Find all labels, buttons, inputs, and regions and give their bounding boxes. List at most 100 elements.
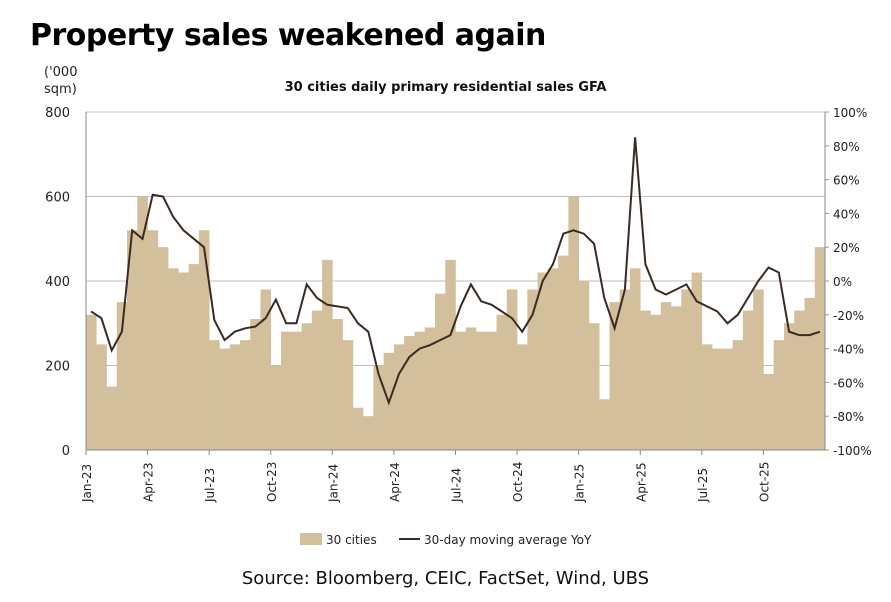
x-tick-label: Jan-24: [326, 464, 340, 503]
bar: [137, 196, 148, 450]
bar: [270, 365, 282, 450]
bar: [681, 289, 692, 450]
x-tick-label: Jul-23: [203, 468, 217, 503]
bar: [332, 319, 343, 450]
y2-tick-label: -80%: [833, 410, 864, 424]
bar: [96, 344, 107, 450]
bar: [640, 310, 651, 450]
x-tick-label: Oct-23: [265, 462, 279, 502]
y-tick-label: 400: [45, 275, 70, 290]
y-axis-unit-line: ('000: [44, 65, 78, 80]
y-tick-label: 200: [45, 360, 70, 375]
bar: [496, 314, 508, 450]
bar: [629, 268, 641, 450]
y-axis-unit-line: sqm): [44, 82, 77, 97]
bar: [814, 247, 826, 450]
bar: [393, 344, 405, 450]
y2-tick-label: 20%: [833, 241, 860, 255]
bar: [609, 302, 621, 450]
y-tick-label: 600: [45, 191, 70, 206]
bar: [291, 331, 302, 450]
source-note: Source: Bloomberg, CEIC, FactSet, Wind, …: [241, 568, 650, 589]
y-axis-unit-label: ('000 sqm): [44, 64, 77, 98]
bar: [783, 323, 795, 450]
y2-tick-label: -40%: [833, 343, 864, 357]
bar: [671, 306, 682, 450]
x-tick-label: Oct-24: [511, 462, 525, 502]
bar: [476, 331, 487, 450]
bar: [578, 281, 590, 450]
x-tick-label: Apr-23: [142, 462, 156, 502]
y-tick-label: 800: [45, 106, 70, 121]
bar: [506, 289, 518, 450]
bar: [301, 323, 313, 450]
bar: [742, 310, 754, 450]
bar: [260, 289, 272, 450]
bar: [157, 247, 169, 450]
legend-label: 30-day moving average YoY: [424, 533, 592, 547]
x-tick-label: Jan-25: [573, 464, 587, 503]
bar: [599, 399, 610, 450]
bar: [773, 340, 785, 450]
y2-tick-label: -100%: [833, 444, 872, 458]
x-tick-label: Apr-24: [388, 462, 402, 502]
bar: [168, 268, 179, 450]
bar: [691, 272, 703, 450]
bar: [804, 297, 816, 450]
bar: [455, 331, 467, 450]
bar: [322, 259, 333, 450]
bar: [558, 255, 569, 450]
x-tick-label: Jan-23: [80, 464, 94, 503]
y-tick-label: 0: [62, 444, 70, 459]
bar: [763, 373, 774, 450]
bar: [794, 310, 805, 450]
bar: [188, 264, 200, 450]
x-tick-label: Apr-25: [634, 462, 648, 502]
bar: [86, 314, 97, 450]
page-title: Property sales weakened again: [30, 18, 546, 53]
bar: [404, 335, 415, 450]
bar: [517, 344, 528, 450]
bar: [588, 323, 600, 450]
bar: [424, 327, 436, 450]
bar: [619, 289, 631, 450]
chart-title: 30 cities daily primary residential sale…: [284, 80, 607, 95]
bar: [116, 302, 128, 450]
y2-tick-label: -20%: [833, 309, 864, 323]
bar: [219, 348, 230, 450]
legend-bar-swatch: [300, 533, 322, 545]
y2-tick-label: 40%: [833, 207, 860, 221]
y2-tick-label: 60%: [833, 174, 860, 188]
y2-tick-label: -60%: [833, 376, 864, 390]
bar: [660, 302, 672, 450]
bar: [465, 327, 477, 450]
bar: [753, 289, 764, 450]
bar: [527, 289, 538, 450]
bar: [722, 348, 733, 450]
bar: [281, 331, 292, 450]
bar: [712, 348, 723, 450]
bar: [127, 230, 138, 450]
bar: [732, 340, 744, 450]
bar: [229, 344, 241, 450]
y2-tick-label: 0%: [833, 275, 852, 289]
bar: [106, 386, 118, 450]
bar: [568, 196, 579, 450]
bar: [537, 272, 549, 450]
y2-tick-label: 100%: [833, 106, 867, 120]
bar: [486, 331, 497, 450]
x-tick-label: Jul-24: [450, 468, 464, 503]
bar: [239, 340, 251, 450]
bar: [178, 272, 189, 450]
bar: [363, 416, 374, 450]
bar: [701, 344, 713, 450]
bar: [650, 314, 662, 450]
x-tick-label: Oct-25: [757, 462, 771, 502]
bar: [342, 340, 354, 450]
bar: [373, 365, 384, 450]
bar: [311, 310, 323, 450]
yoy-line: [90, 137, 821, 406]
bar: [547, 268, 559, 450]
bar: [198, 230, 210, 450]
